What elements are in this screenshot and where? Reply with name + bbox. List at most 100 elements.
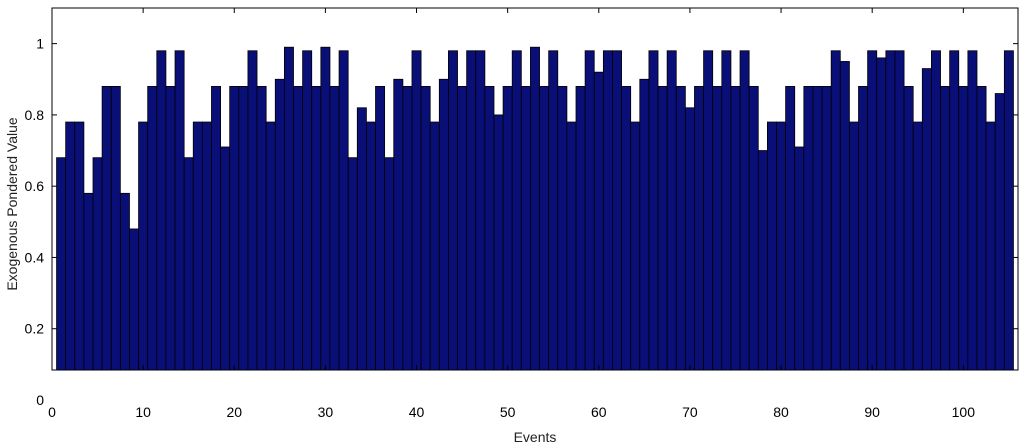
bar bbox=[429, 121, 440, 371]
bar bbox=[694, 86, 704, 371]
bar bbox=[976, 86, 987, 371]
bar bbox=[448, 50, 458, 371]
bar bbox=[921, 68, 932, 371]
bar bbox=[384, 157, 395, 371]
x-tick-label: 40 bbox=[409, 404, 425, 420]
bar bbox=[766, 121, 777, 371]
bar bbox=[119, 192, 130, 371]
bar bbox=[903, 86, 914, 371]
bar bbox=[785, 86, 796, 371]
bar bbox=[648, 50, 659, 371]
y-tick-label: 0.4 bbox=[25, 249, 45, 265]
bar bbox=[247, 50, 258, 371]
bar bbox=[293, 86, 304, 371]
bar bbox=[849, 121, 859, 371]
bar bbox=[703, 50, 714, 371]
bar bbox=[366, 121, 376, 371]
bar bbox=[1003, 50, 1014, 371]
bar bbox=[74, 121, 85, 371]
x-tick-label: 50 bbox=[500, 404, 516, 420]
bar bbox=[675, 86, 686, 371]
y-tick-label: 0 bbox=[36, 392, 44, 408]
bar bbox=[256, 86, 267, 371]
bar bbox=[684, 107, 695, 371]
bar bbox=[776, 121, 787, 371]
bar bbox=[311, 86, 322, 371]
bar bbox=[739, 50, 750, 371]
y-axis: 0 0.2 0.4 0.6 0.8 1 bbox=[25, 36, 1018, 408]
y-tick-label: 0.8 bbox=[25, 107, 45, 123]
bar bbox=[347, 157, 358, 371]
bar bbox=[721, 50, 732, 371]
x-tick-label: 90 bbox=[864, 404, 880, 420]
bar bbox=[967, 50, 978, 371]
bar bbox=[511, 50, 522, 371]
bar bbox=[630, 121, 641, 371]
bar bbox=[757, 150, 768, 371]
bar bbox=[885, 50, 896, 371]
bar bbox=[393, 78, 404, 371]
bar bbox=[165, 86, 176, 371]
bar bbox=[466, 50, 477, 371]
bar bbox=[329, 86, 340, 371]
x-axis-label: Events bbox=[514, 429, 557, 445]
bar bbox=[748, 86, 759, 371]
bar bbox=[958, 86, 969, 371]
bar bbox=[475, 50, 486, 371]
plot-frame bbox=[51, 7, 1019, 371]
bars-group bbox=[56, 46, 1014, 371]
bar bbox=[411, 50, 422, 371]
bar bbox=[530, 46, 540, 371]
bar bbox=[985, 121, 996, 371]
bar bbox=[211, 86, 221, 371]
x-tick-label: 10 bbox=[135, 404, 151, 420]
bar bbox=[940, 86, 951, 371]
bar bbox=[420, 86, 431, 371]
bar bbox=[639, 78, 650, 371]
bar bbox=[356, 107, 367, 371]
bar bbox=[283, 46, 294, 371]
bar bbox=[912, 121, 923, 371]
bar bbox=[110, 86, 121, 371]
bar bbox=[830, 50, 841, 371]
bar bbox=[894, 50, 905, 371]
bar bbox=[438, 78, 449, 371]
bar bbox=[457, 86, 468, 371]
bar bbox=[229, 86, 240, 371]
bar bbox=[174, 50, 185, 371]
x-tick-label: 20 bbox=[226, 404, 242, 420]
x-axis: 0 10 20 30 40 50 60 70 80 90 100 bbox=[48, 8, 975, 420]
y-tick-label: 1 bbox=[36, 36, 44, 52]
bar bbox=[302, 50, 313, 371]
bar bbox=[402, 86, 413, 371]
bar bbox=[666, 50, 677, 371]
y-tick-label: 0.2 bbox=[25, 321, 45, 337]
bar bbox=[375, 86, 386, 371]
x-tick-label: 80 bbox=[773, 404, 789, 420]
x-tick-label: 70 bbox=[682, 404, 698, 420]
bar bbox=[602, 50, 613, 371]
bar bbox=[994, 93, 1005, 371]
bar bbox=[575, 86, 586, 371]
bar bbox=[156, 50, 167, 371]
bar bbox=[92, 157, 103, 371]
bar bbox=[520, 86, 531, 371]
bar bbox=[220, 146, 231, 371]
bar bbox=[129, 228, 139, 371]
bar bbox=[867, 50, 878, 371]
bar bbox=[539, 86, 550, 371]
bar bbox=[858, 86, 869, 371]
x-tick-label: 100 bbox=[952, 404, 976, 420]
bar bbox=[192, 121, 203, 371]
bar bbox=[548, 50, 559, 371]
bar bbox=[484, 86, 495, 371]
bar bbox=[730, 86, 741, 371]
bar bbox=[101, 86, 112, 371]
bar bbox=[493, 114, 504, 371]
bar bbox=[612, 50, 622, 371]
bar bbox=[566, 121, 577, 371]
bar bbox=[138, 121, 149, 371]
bar bbox=[274, 78, 285, 371]
bar bbox=[147, 86, 158, 371]
bar bbox=[876, 57, 887, 371]
